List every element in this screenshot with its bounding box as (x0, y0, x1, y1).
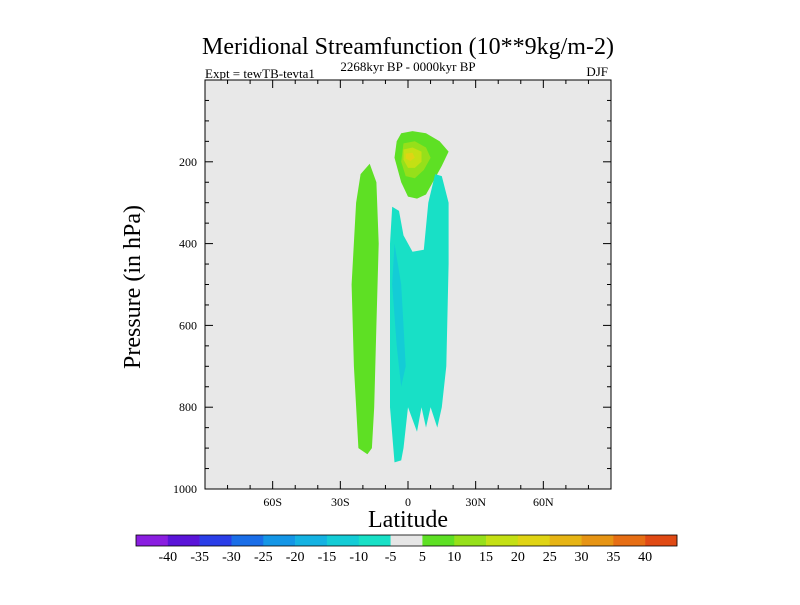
experiment-label: Expt = tewTB-tevta1 (205, 66, 315, 81)
colorbar-label: -10 (349, 550, 368, 565)
contour-region-negative-cell (390, 174, 449, 463)
x-tick-label: 30N (465, 495, 486, 509)
contour-region-negative-cell-core (392, 243, 406, 387)
y-tick-label: 1000 (173, 482, 197, 496)
colorbar-swatch (549, 535, 582, 546)
colorbar-label: 35 (606, 550, 620, 565)
colorbar-swatch (136, 535, 169, 546)
colorbar: -40 -35 -30 -25 -20 -15 -10 -5 5 10 15 20 25 30 35 40 (135, 534, 678, 565)
colorbar-label: -25 (254, 550, 273, 565)
x-axis-label: Latitude (368, 507, 448, 533)
chart-title: Meridional Streamfunction (10**9kg/m-2) (202, 34, 614, 60)
colorbar-frame (135, 534, 678, 547)
season-label: DJF (586, 64, 608, 79)
y-axis: 200 400 600 800 1000 (173, 99, 611, 496)
colorbar-label: -15 (318, 550, 337, 565)
colorbar-swatch (326, 535, 360, 546)
colorbar-label: 25 (543, 550, 557, 565)
y-tick-label: 200 (179, 155, 197, 169)
contour-region-positive-cell-south (351, 163, 379, 455)
colorbar-swatch (199, 535, 232, 546)
colorbar-label: 40 (638, 550, 652, 565)
colorbar-swatch (358, 535, 391, 546)
y-axis-label: Pressure (in hPa) (120, 205, 146, 369)
colorbar-swatch (581, 535, 614, 546)
colorbar-label: -20 (286, 550, 305, 565)
colorbar-label: -30 (222, 550, 241, 565)
colorbar-label: 15 (479, 550, 493, 565)
colorbar-label: -40 (158, 550, 177, 565)
colorbar-label: 20 (511, 550, 525, 565)
colorbar-label: 10 (447, 550, 461, 565)
colorbar-swatch (263, 535, 296, 546)
x-tick-label: 60S (263, 495, 282, 509)
colorbar-swatch (422, 535, 455, 546)
x-tick-label: 0 (405, 495, 411, 509)
colorbar-label: 5 (419, 550, 426, 565)
colorbar-label: -5 (385, 550, 397, 565)
x-tick-label: 30S (331, 495, 350, 509)
colorbar-swatch (167, 535, 200, 546)
contour-regions (351, 131, 449, 463)
y-tick-label: 800 (179, 400, 197, 414)
y-tick-label: 400 (179, 237, 197, 251)
colorbar-swatch (613, 535, 646, 546)
colorbar-swatch (231, 535, 264, 546)
colorbar-label: -35 (190, 550, 209, 565)
colorbar-swatch (517, 535, 550, 546)
colorbar-label: 30 (575, 550, 589, 565)
contour-region-upper-cell-core (405, 152, 415, 161)
time-range-label: 2268kyr BP - 0000kyr BP (340, 59, 475, 74)
x-axis: 60S 30S 0 30N 60N (227, 80, 589, 509)
colorbar-swatch (295, 535, 328, 546)
x-tick-label: 60N (533, 495, 554, 509)
colorbar-swatch (454, 535, 487, 546)
y-tick-label: 600 (179, 318, 197, 332)
colorbar-swatch (390, 535, 423, 546)
colorbar-swatch (486, 535, 519, 546)
colorbar-swatch (645, 535, 678, 546)
